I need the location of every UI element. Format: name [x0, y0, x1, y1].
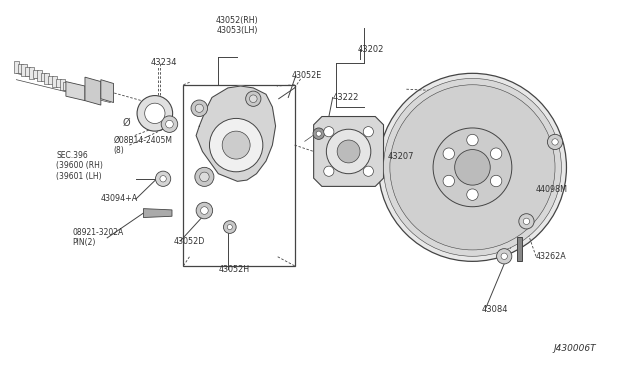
Bar — [44, 73, 49, 84]
Text: 08921-3202A
PIN(2): 08921-3202A PIN(2) — [72, 228, 124, 247]
Polygon shape — [143, 209, 172, 218]
Bar — [18, 64, 22, 73]
Text: 43222: 43222 — [333, 93, 359, 102]
Bar — [52, 76, 57, 87]
Circle shape — [222, 131, 250, 159]
Bar — [517, 237, 522, 262]
Bar — [33, 70, 38, 78]
Circle shape — [497, 248, 512, 264]
Circle shape — [196, 202, 212, 219]
Text: 43052H: 43052H — [218, 264, 250, 273]
Bar — [14, 61, 19, 73]
Circle shape — [519, 214, 534, 229]
Circle shape — [364, 126, 373, 137]
Circle shape — [326, 129, 371, 174]
Polygon shape — [314, 116, 383, 186]
Bar — [36, 70, 42, 81]
Text: Ø08B14-2405M
(8): Ø08B14-2405M (8) — [113, 136, 173, 155]
Circle shape — [524, 218, 530, 225]
Bar — [25, 67, 30, 76]
Bar — [29, 67, 34, 78]
Circle shape — [501, 253, 508, 259]
Bar — [60, 79, 65, 90]
Circle shape — [454, 150, 490, 185]
Circle shape — [443, 148, 454, 159]
Circle shape — [250, 95, 257, 103]
Circle shape — [200, 207, 208, 214]
Polygon shape — [85, 77, 101, 105]
Text: 43052E: 43052E — [291, 71, 322, 80]
Circle shape — [209, 118, 263, 172]
Circle shape — [246, 91, 261, 106]
Circle shape — [467, 134, 478, 146]
Circle shape — [313, 128, 324, 140]
Circle shape — [390, 85, 555, 250]
Circle shape — [378, 73, 566, 262]
Text: 43202: 43202 — [358, 45, 385, 54]
Circle shape — [156, 171, 171, 186]
Polygon shape — [196, 86, 276, 181]
Circle shape — [490, 175, 502, 187]
Text: J430006T: J430006T — [554, 344, 596, 353]
Circle shape — [161, 116, 178, 132]
Circle shape — [195, 167, 214, 186]
Bar — [22, 64, 26, 76]
Polygon shape — [66, 81, 85, 101]
Circle shape — [223, 221, 236, 233]
Circle shape — [467, 189, 478, 201]
Text: 43262A: 43262A — [536, 251, 567, 261]
Circle shape — [383, 78, 561, 256]
Circle shape — [433, 128, 512, 207]
Circle shape — [227, 225, 232, 230]
Circle shape — [547, 134, 563, 150]
Circle shape — [490, 148, 502, 159]
Text: 43094+A: 43094+A — [101, 195, 138, 203]
Bar — [63, 82, 68, 90]
Circle shape — [191, 100, 207, 116]
Polygon shape — [101, 80, 113, 103]
Circle shape — [316, 131, 321, 136]
Circle shape — [337, 140, 360, 163]
Bar — [48, 76, 53, 84]
Circle shape — [324, 166, 334, 176]
Circle shape — [145, 103, 165, 124]
Text: SEC.396
(39600 (RH)
(39601 (LH): SEC.396 (39600 (RH) (39601 (LH) — [56, 151, 103, 181]
Circle shape — [160, 176, 166, 182]
Text: Ø: Ø — [122, 118, 130, 128]
Bar — [56, 79, 61, 87]
Bar — [184, 85, 294, 266]
Text: 43234: 43234 — [151, 58, 178, 67]
Circle shape — [200, 172, 209, 182]
Text: 43052D: 43052D — [174, 237, 205, 246]
Text: 43084: 43084 — [482, 305, 509, 314]
Circle shape — [324, 126, 334, 137]
Circle shape — [137, 96, 173, 131]
Bar — [40, 73, 45, 81]
Circle shape — [364, 166, 373, 176]
Circle shape — [166, 120, 173, 128]
Circle shape — [552, 139, 558, 145]
Circle shape — [195, 104, 204, 112]
Text: 44098M: 44098M — [536, 185, 568, 194]
Text: 43207: 43207 — [388, 152, 415, 161]
Text: 43052(RH)
43053(LH): 43052(RH) 43053(LH) — [216, 16, 259, 35]
Circle shape — [443, 175, 454, 187]
